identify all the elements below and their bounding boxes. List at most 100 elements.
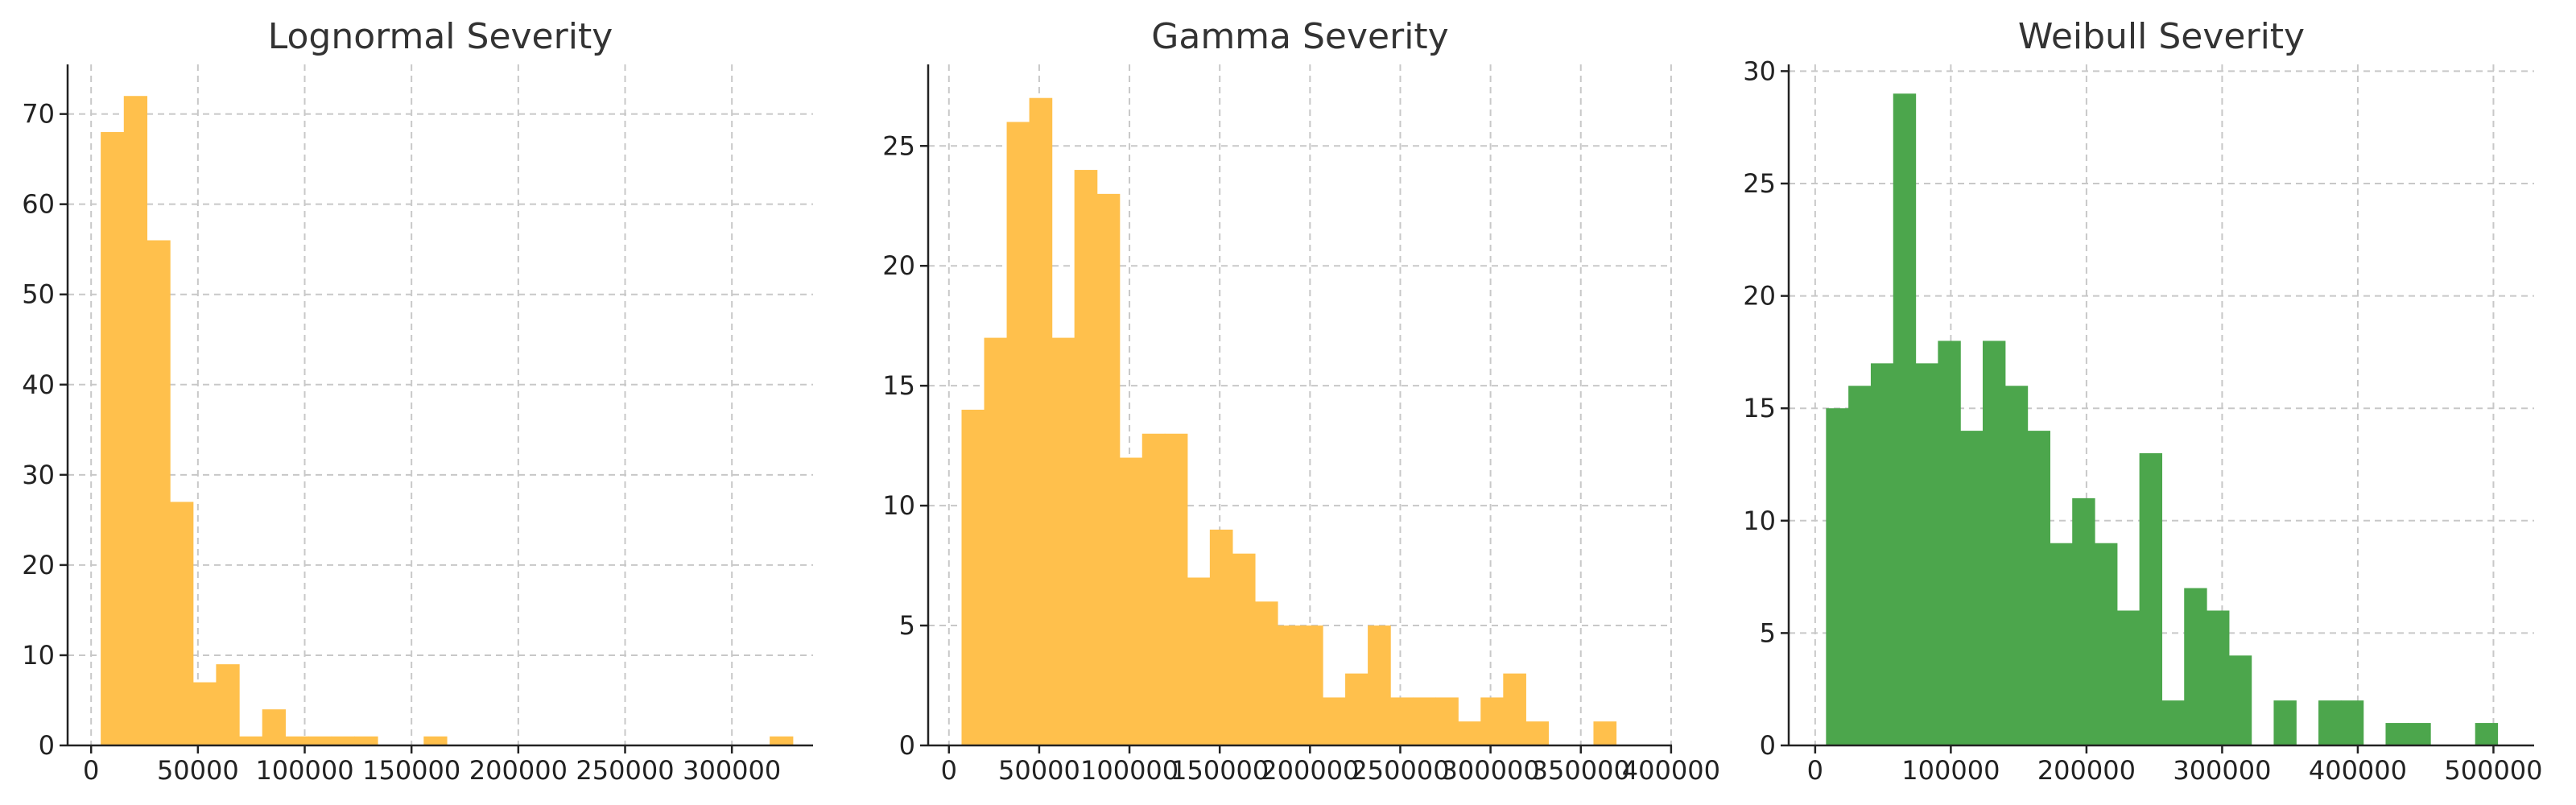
gamma-x-tick-label: 150000	[1170, 755, 1269, 786]
lognormal-histogram-bar	[101, 132, 125, 745]
lognormal-histogram-bar	[216, 664, 240, 745]
weibull-x-tick-label: 500000	[2444, 755, 2542, 786]
gamma-x-tick-label: 250000	[1351, 755, 1449, 786]
gamma-histogram-bar	[1096, 193, 1121, 746]
lognormal-x-tick-label: 50000	[157, 755, 239, 786]
lognormal-x-tick-label: 200000	[469, 755, 568, 786]
gamma-histogram-bar	[1232, 553, 1256, 745]
weibull-histogram-bar	[1848, 386, 1872, 745]
gamma-histogram-bar	[1368, 625, 1391, 745]
lognormal-histogram-bar	[147, 240, 171, 746]
weibull-histogram-bar	[2408, 723, 2431, 745]
lognormal-y-tick-label: 40	[22, 369, 55, 400]
gamma-histogram-bar	[1413, 697, 1436, 745]
lognormal-x-tick-label: 150000	[362, 755, 460, 786]
gamma-histogram-bar	[984, 337, 1008, 745]
panel-lognormal: 0 50000 100000 150000 200000 250000 300000 0 10 2…	[22, 16, 813, 786]
lognormal-histogram-bar	[170, 502, 194, 745]
gamma-x-tick-label: 300000	[1442, 755, 1540, 786]
weibull-histogram-bar	[1915, 363, 1938, 745]
gamma-histogram-bar	[1345, 673, 1368, 745]
weibull-x-tick-label: 200000	[2037, 755, 2136, 786]
gamma-histogram-bar	[1164, 433, 1188, 745]
lognormal-histogram-bar	[770, 736, 794, 745]
gamma-histogram-bar	[1323, 697, 1346, 745]
weibull-histogram-bar	[2116, 610, 2140, 745]
lognormal-histogram-bar	[354, 736, 378, 745]
lognormal-histogram-bar	[423, 736, 448, 745]
gamma-x-tick-label: 200000	[1261, 755, 1359, 786]
gamma-histogram-bar	[1006, 122, 1030, 746]
lognormal-histogram-bar	[262, 709, 286, 745]
lognormal-histogram-bar	[331, 736, 355, 745]
weibull-x-tick-label: 0	[1807, 755, 1823, 786]
weibull-x-tick-label: 100000	[1901, 755, 2000, 786]
lognormal-x-tick-label: 0	[83, 755, 99, 786]
weibull-y-tick-label: 20	[1743, 281, 1776, 312]
lognormal-y-tick-label: 60	[22, 189, 55, 220]
gamma-histogram-bar	[1074, 170, 1098, 745]
lognormal-y-tick-label: 50	[22, 279, 55, 310]
gamma-histogram-bar	[1029, 97, 1053, 745]
weibull-y-tick-label: 0	[1760, 730, 1776, 761]
lognormal-histogram-bar	[308, 736, 332, 745]
weibull-histogram-bar	[1960, 431, 1984, 745]
weibull-histogram-bar	[1982, 341, 2006, 745]
gamma-x-tick-label: 400000	[1622, 755, 1720, 786]
lognormal-y-tick-label: 10	[22, 640, 55, 671]
gamma-histogram-bar	[1141, 433, 1166, 745]
weibull-histogram-bar	[2273, 700, 2297, 745]
weibull-histogram-bar	[2340, 700, 2364, 745]
lognormal-y-tick-label: 20	[22, 550, 55, 580]
gamma-histogram-bar	[1435, 697, 1459, 745]
weibull-x-tick-label: 400000	[2309, 755, 2407, 786]
weibull-histogram-bar	[2184, 588, 2207, 745]
weibull-y-tick-label: 30	[1743, 56, 1776, 86]
gamma-histogram-bar	[1525, 721, 1549, 745]
weibull-histogram-bar	[1893, 93, 1917, 746]
weibull-y-tick-label: 10	[1743, 506, 1776, 536]
weibull-histogram-bar	[2228, 655, 2252, 745]
weibull-histogram-bar	[2050, 543, 2073, 745]
lognormal-histogram-bar	[123, 96, 148, 745]
gamma-histogram-bar	[1593, 721, 1617, 745]
gamma-histogram-bar	[1480, 697, 1504, 745]
weibull-y-tick-label: 5	[1760, 617, 1776, 648]
gamma-y-tick-label: 25	[882, 130, 915, 161]
gamma-x-tick-label: 0	[941, 755, 957, 786]
panel-gamma: 0 50000 1000001500002000002500003000003500…	[882, 16, 1720, 786]
gamma-y-tick-label: 15	[882, 370, 915, 401]
gamma-histogram-bar	[1209, 529, 1233, 745]
weibull-histogram-bar	[1826, 408, 1849, 745]
weibull-histogram-bar	[2318, 700, 2342, 745]
lognormal-y-tick-label: 0	[39, 730, 55, 761]
weibull-histogram-bar	[2475, 723, 2499, 745]
gamma-y-tick-label: 5	[899, 610, 915, 641]
gamma-chart-title: Gamma Severity	[1151, 16, 1448, 57]
weibull-histogram-bar	[2207, 610, 2230, 745]
weibull-y-tick-label: 25	[1743, 168, 1776, 199]
panel-weibull: 0 100000 200000 300000 400000 500000 0 5 10 15 20 2…	[1743, 16, 2542, 786]
lognormal-histogram-bar	[285, 736, 309, 745]
weibull-histogram-bar	[2072, 497, 2095, 745]
lognormal-histogram-bar	[192, 682, 217, 745]
gamma-histogram-bar	[1254, 601, 1278, 745]
weibull-x-tick-label: 300000	[2173, 755, 2271, 786]
gamma-y-tick-label: 0	[899, 730, 915, 761]
lognormal-x-tick-label: 250000	[576, 755, 674, 786]
gamma-histogram-bar	[1119, 457, 1143, 745]
lognormal-histogram-bar	[239, 736, 263, 745]
lognormal-chart-title: Lognormal Severity	[268, 16, 613, 57]
weibull-histogram-bar	[2385, 723, 2409, 745]
weibull-histogram-bar	[2095, 543, 2118, 745]
weibull-histogram-bar	[2004, 386, 2029, 745]
gamma-x-tick-label: 100000	[1080, 755, 1179, 786]
weibull-histogram-bar	[1870, 363, 1894, 745]
gamma-histogram-bar	[1051, 337, 1075, 745]
weibull-histogram-bar	[2139, 453, 2163, 745]
gamma-y-tick-label: 20	[882, 250, 915, 281]
gamma-histogram-bar	[1503, 673, 1526, 745]
gamma-histogram-bar	[1390, 697, 1414, 745]
gamma-histogram-bar	[1300, 625, 1323, 745]
weibull-histogram-bar	[2161, 700, 2185, 745]
